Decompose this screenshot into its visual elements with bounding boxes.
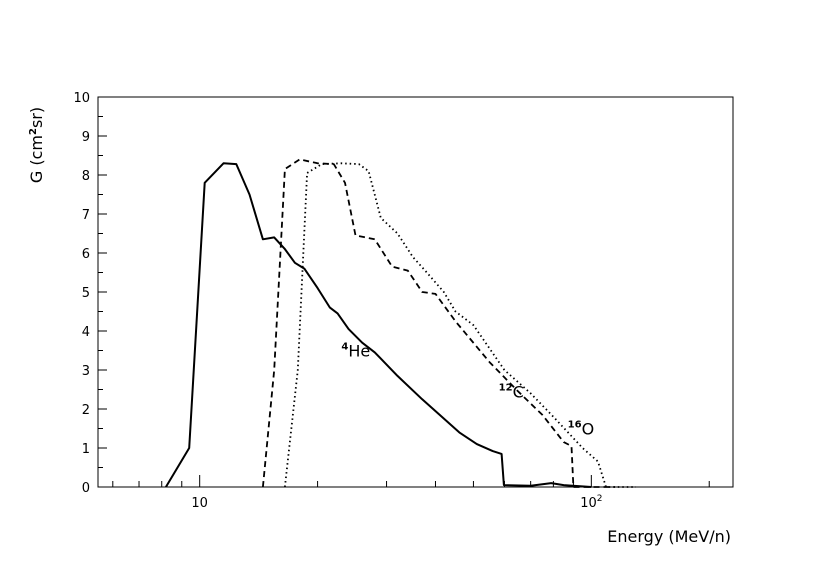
series-line-o16 xyxy=(284,162,636,488)
plot-frame xyxy=(97,96,734,488)
y-tick-label: 0 xyxy=(82,481,90,496)
y-tick-label: 7 xyxy=(82,208,90,223)
y-tick-label: 5 xyxy=(82,286,90,301)
y-tick-label: 10 xyxy=(73,91,90,106)
y-tick-label: 6 xyxy=(82,247,90,262)
series-label-c12: 12C xyxy=(499,382,524,401)
series-label-mass: 16 xyxy=(568,419,582,430)
series-line-c12 xyxy=(262,158,616,488)
y-tick-label: 1 xyxy=(82,442,90,457)
series-label-he4: 4He xyxy=(341,341,370,360)
x-tick-label-base: 10 xyxy=(191,496,208,511)
series-label-mass: 12 xyxy=(499,382,513,393)
x-tick-label-base: 10 xyxy=(580,496,597,511)
x-tick-label-sup: 2 xyxy=(597,494,603,504)
series-label-element: He xyxy=(348,341,370,360)
series-label-element: C xyxy=(513,382,524,401)
y-tick-label: 4 xyxy=(82,325,90,340)
y-axis-label-main: G (cm xyxy=(27,135,46,183)
y-tick-label: 2 xyxy=(82,403,90,418)
y-tick-label: 8 xyxy=(82,169,90,184)
x-axis-label: Energy (MeV/n) xyxy=(607,527,731,546)
series-label-mass: 4 xyxy=(341,341,348,352)
y-axis-label: G (cm2sr) xyxy=(27,107,46,183)
series-line-he4 xyxy=(165,162,592,488)
y-tick-label: 9 xyxy=(82,130,90,145)
series-group xyxy=(165,158,636,488)
y-axis-label-tail: sr) xyxy=(27,107,46,128)
series-label-o16: 16O xyxy=(568,419,595,438)
y-tick-label: 3 xyxy=(82,364,90,379)
x-tick-label: 102 xyxy=(580,494,602,511)
x-tick-label: 10 xyxy=(191,496,208,511)
series-labels: 4He 12C 16O xyxy=(341,341,594,438)
series-label-element: O xyxy=(582,419,595,438)
y-axis-label-sup: 2 xyxy=(28,128,39,135)
